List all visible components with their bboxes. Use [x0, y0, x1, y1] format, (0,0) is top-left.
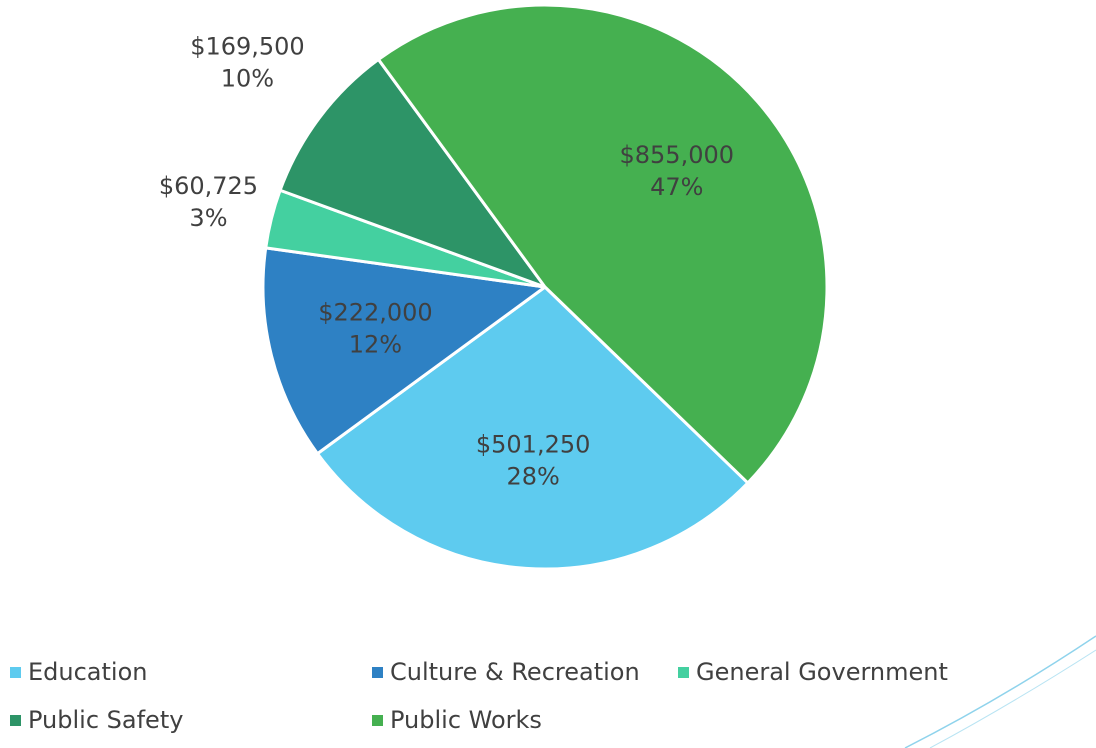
legend-swatch: [678, 667, 689, 678]
data-label: $222,000: [318, 299, 433, 327]
pie-slice: [376, 3, 829, 486]
data-label: $501,250: [476, 430, 591, 458]
percent-label: 3%: [189, 204, 227, 232]
pie-slice: [261, 246, 549, 456]
legend-swatch: [372, 715, 383, 726]
percent-label: 47%: [650, 173, 703, 201]
legend-swatch: [10, 667, 21, 678]
legend-swatch: [10, 715, 21, 726]
percent-label: 28%: [506, 462, 559, 490]
data-label: $169,500: [190, 32, 305, 60]
pie-slice: [278, 57, 550, 291]
legend-label: General Government: [696, 658, 948, 686]
legend-label: Education: [28, 658, 147, 686]
legend-swatch: [372, 667, 383, 678]
percent-label: 12%: [349, 331, 402, 359]
legend-label: Public Safety: [28, 706, 183, 734]
data-label: $855,000: [619, 141, 734, 169]
legend-label: Culture & Recreation: [390, 658, 640, 686]
data-label: $60,725: [159, 172, 258, 200]
legend-label: Public Works: [390, 706, 542, 734]
decorative-line: [929, 649, 1096, 748]
percent-label: 10%: [221, 64, 274, 92]
decorative-line: [904, 635, 1096, 748]
pie-slice: [315, 285, 750, 571]
